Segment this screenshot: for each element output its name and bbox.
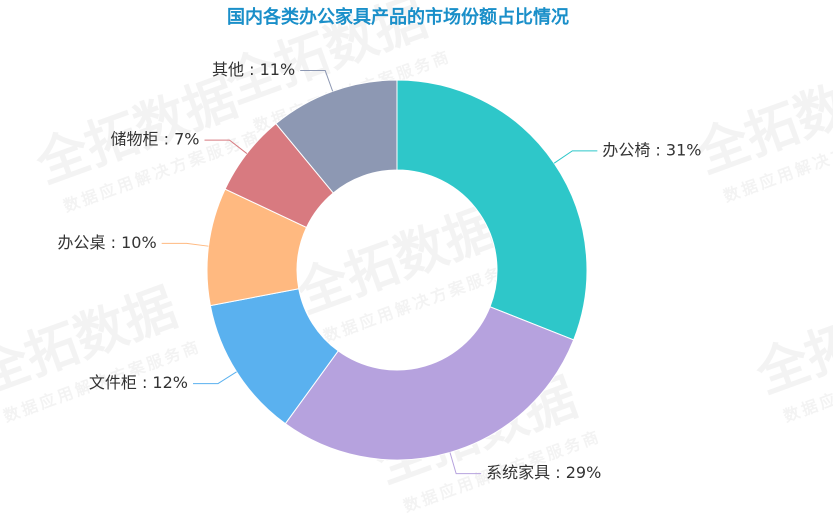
watermark-tile: 全拓数据数据应用解决方案服务商 — [688, 58, 833, 206]
data-label: 系统家具 : 29% — [486, 463, 601, 482]
data-label: 储物柜 : 7% — [111, 130, 200, 149]
slice — [396, 79, 588, 341]
slice — [284, 306, 575, 461]
data-label: 文件柜 : 12% — [89, 373, 188, 392]
data-label: 办公桌 : 10% — [58, 233, 157, 252]
watermark-title: 全拓数据 — [748, 278, 833, 406]
leader-line — [300, 70, 334, 92]
leader-line — [204, 139, 248, 154]
data-label: 其他 : 11% — [212, 60, 295, 79]
watermark-tile: 全拓数据数据应用解决方案服务商 — [748, 278, 833, 426]
watermark-tile: 全拓数据数据应用解决方案服务商 — [0, 278, 204, 426]
leader-line — [161, 242, 209, 247]
leader-line — [449, 452, 482, 475]
data-label: 办公椅 : 31% — [602, 140, 701, 159]
chart-title: 国内各类办公家具产品的市场份额占比情况 — [227, 6, 569, 28]
slice — [275, 79, 398, 194]
leader-line — [553, 150, 598, 164]
leader-line — [193, 371, 237, 385]
